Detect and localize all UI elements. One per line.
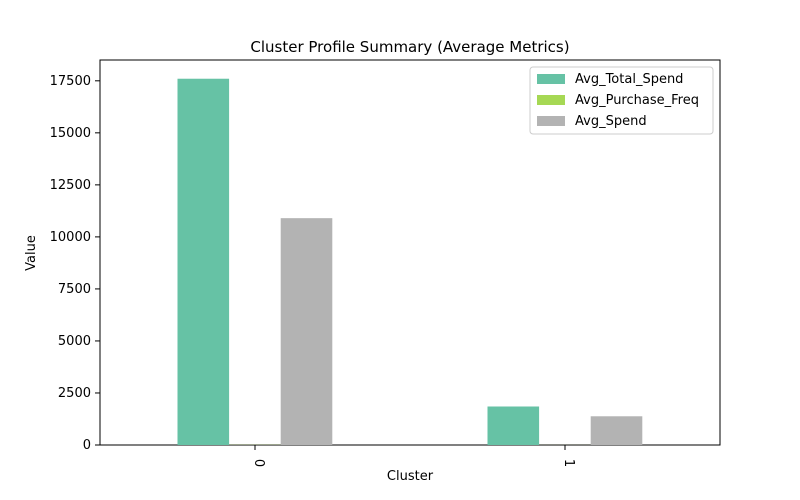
y-tick-label: 12500: [50, 178, 91, 193]
y-tick-label: 2500: [58, 386, 91, 401]
y-tick-label: 15000: [50, 126, 91, 141]
legend-box: [529, 66, 714, 135]
x-axis-label: Cluster: [387, 469, 434, 484]
bar-avg-total-spend-cluster-0: [177, 78, 230, 445]
y-tick-label: 7500: [58, 282, 91, 297]
legend-swatch-avg-purchase-freq: [537, 95, 565, 105]
bar-avg-total-spend-cluster-1: [487, 406, 540, 445]
legend-label-avg-total-spend: Avg_Total_Spend: [575, 72, 683, 87]
legend-swatch-avg-total-spend: [537, 74, 565, 84]
legend-label-avg-purchase-freq: Avg_Purchase_Freq: [575, 93, 699, 108]
legend-label-avg-spend: Avg_Spend: [575, 114, 647, 129]
y-tick-label: 17500: [50, 74, 91, 89]
y-axis: 0 2500 5000 7500 10000 12500 15000 17500: [50, 74, 100, 453]
bar-avg-spend-cluster-1: [590, 416, 643, 445]
bars-group: [177, 78, 643, 445]
legend: Avg_Total_Spend Avg_Purchase_Freq Avg_Spen…: [529, 66, 714, 135]
legend-swatch-avg-spend: [537, 116, 565, 126]
x-tick-label: 0: [251, 459, 266, 467]
y-tick-label: 5000: [58, 334, 91, 349]
chart-title: Cluster Profile Summary (Average Metrics…: [250, 38, 569, 56]
plot-frame: [99, 59, 721, 446]
y-axis-label: Value: [24, 235, 39, 271]
x-tick-label: 1: [561, 459, 576, 467]
y-tick-label: 0: [83, 438, 91, 453]
y-tick-label: 10000: [50, 230, 91, 245]
bar-avg-spend-cluster-0: [280, 218, 333, 445]
